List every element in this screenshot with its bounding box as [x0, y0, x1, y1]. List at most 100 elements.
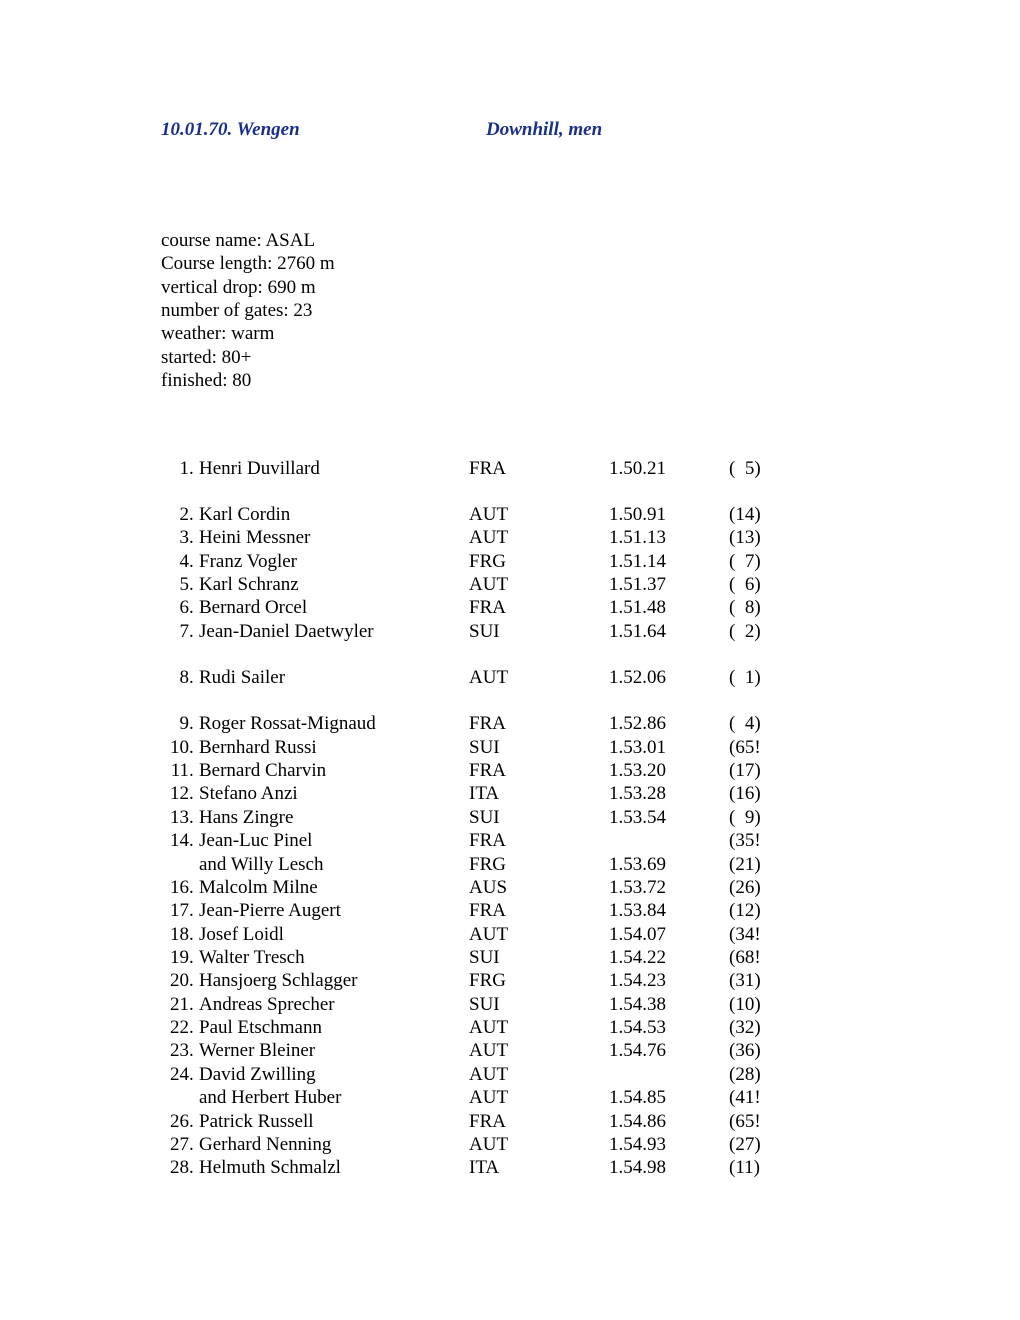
result-time: 1.53.54: [609, 806, 729, 829]
header-event: Downhill, men: [486, 119, 602, 141]
result-sep: .: [189, 550, 199, 573]
result-country: FRG: [469, 550, 609, 573]
result-name: Henri Duvillard: [199, 457, 469, 480]
result-sep: .: [189, 573, 199, 596]
result-sep: .: [189, 829, 199, 852]
result-name: Rudi Sailer: [199, 666, 469, 689]
course-drop: vertical drop: 690 m: [161, 276, 1020, 299]
result-country: FRA: [469, 899, 609, 922]
result-row: and Herbert HuberAUT1.54.85(41!: [161, 1086, 1020, 1109]
result-sep: .: [189, 993, 199, 1016]
result-country: FRA: [469, 596, 609, 619]
result-sep: .: [189, 946, 199, 969]
result-time: 1.53.84: [609, 899, 729, 922]
result-rank: [161, 853, 189, 876]
result-rank: 14: [161, 829, 189, 852]
result-sep: .: [189, 1039, 199, 1062]
result-row: 13. Hans ZingreSUI1.53.54( 9): [161, 806, 1020, 829]
result-country: AUT: [469, 666, 609, 689]
result-row: 1. Henri DuvillardFRA1.50.21( 5): [161, 457, 1020, 480]
result-name: Roger Rossat-Mignaud: [199, 712, 469, 735]
result-country: AUS: [469, 876, 609, 899]
result-startnum: ( 4): [729, 712, 779, 735]
result-row: 3. Heini MessnerAUT1.51.13(13): [161, 526, 1020, 549]
result-rank: 8: [161, 666, 189, 689]
result-startnum: ( 5): [729, 457, 779, 480]
result-startnum: (35!: [729, 829, 779, 852]
result-startnum: (26): [729, 876, 779, 899]
result-country: AUT: [469, 923, 609, 946]
result-country: AUT: [469, 1063, 609, 1086]
result-row: 20. Hansjoerg SchlaggerFRG1.54.23(31): [161, 969, 1020, 992]
result-country: ITA: [469, 1156, 609, 1179]
result-startnum: (14): [729, 503, 779, 526]
result-row: 11. Bernard CharvinFRA1.53.20(17): [161, 759, 1020, 782]
result-name: Jean-Luc Pinel: [199, 829, 469, 852]
course-started: started: 80+: [161, 346, 1020, 369]
result-rank: 22: [161, 1016, 189, 1039]
result-country: SUI: [469, 736, 609, 759]
course-length: Course length: 2760 m: [161, 252, 1020, 275]
result-time: 1.54.07: [609, 923, 729, 946]
result-row: 7. Jean-Daniel DaetwylerSUI1.51.64( 2): [161, 620, 1020, 643]
result-sep: .: [189, 759, 199, 782]
result-sep: .: [189, 876, 199, 899]
result-name: Jean-Pierre Augert: [199, 899, 469, 922]
result-time: 1.51.48: [609, 596, 729, 619]
result-row: 10. Bernhard RussiSUI1.53.01(65!: [161, 736, 1020, 759]
result-name: David Zwilling: [199, 1063, 469, 1086]
result-sep: .: [189, 899, 199, 922]
result-startnum: (65!: [729, 736, 779, 759]
result-time: 1.51.14: [609, 550, 729, 573]
result-startnum: (16): [729, 782, 779, 805]
result-country: FRA: [469, 1110, 609, 1133]
result-time: 1.54.98: [609, 1156, 729, 1179]
result-country: FRA: [469, 712, 609, 735]
result-startnum: (11): [729, 1156, 779, 1179]
result-time: 1.53.20: [609, 759, 729, 782]
result-startnum: (32): [729, 1016, 779, 1039]
result-time: 1.53.72: [609, 876, 729, 899]
course-gates: number of gates: 23: [161, 299, 1020, 322]
result-name: Walter Tresch: [199, 946, 469, 969]
result-name: Gerhard Nenning: [199, 1133, 469, 1156]
result-sep: .: [189, 1133, 199, 1156]
result-sep: .: [189, 1156, 199, 1179]
result-row: 6. Bernard OrcelFRA1.51.48( 8): [161, 596, 1020, 619]
result-time: 1.50.21: [609, 457, 729, 480]
result-sep: [189, 853, 199, 876]
result-country: SUI: [469, 946, 609, 969]
result-country: FRA: [469, 829, 609, 852]
result-name: Franz Vogler: [199, 550, 469, 573]
result-row: 5. Karl SchranzAUT1.51.37( 6): [161, 573, 1020, 596]
result-startnum: ( 9): [729, 806, 779, 829]
result-rank: 4: [161, 550, 189, 573]
result-row: 18. Josef LoidlAUT1.54.07(34!: [161, 923, 1020, 946]
result-country: SUI: [469, 620, 609, 643]
result-row: 2. Karl CordinAUT1.50.91(14): [161, 503, 1020, 526]
result-country: AUT: [469, 1039, 609, 1062]
result-time: 1.53.28: [609, 782, 729, 805]
results-table: 1. Henri DuvillardFRA1.50.21( 5) 2. Karl …: [161, 457, 1020, 1180]
result-startnum: ( 2): [729, 620, 779, 643]
result-sep: .: [189, 596, 199, 619]
result-row: 8. Rudi SailerAUT1.52.06( 1): [161, 666, 1020, 689]
result-startnum: (12): [729, 899, 779, 922]
result-rank: 28: [161, 1156, 189, 1179]
result-time: 1.51.13: [609, 526, 729, 549]
result-sep: .: [189, 736, 199, 759]
result-name: and Herbert Huber: [199, 1086, 469, 1109]
result-sep: .: [189, 526, 199, 549]
result-country: FRA: [469, 457, 609, 480]
result-row: 28. Helmuth SchmalzlITA1.54.98(11): [161, 1156, 1020, 1179]
result-name: Heini Messner: [199, 526, 469, 549]
result-name: Jean-Daniel Daetwyler: [199, 620, 469, 643]
result-row: 21. Andreas SprecherSUI1.54.38(10): [161, 993, 1020, 1016]
result-startnum: (31): [729, 969, 779, 992]
result-rank: 12: [161, 782, 189, 805]
result-country: SUI: [469, 806, 609, 829]
result-time: 1.54.23: [609, 969, 729, 992]
result-sep: .: [189, 923, 199, 946]
result-country: AUT: [469, 526, 609, 549]
result-row: 22. Paul EtschmannAUT1.54.53(32): [161, 1016, 1020, 1039]
